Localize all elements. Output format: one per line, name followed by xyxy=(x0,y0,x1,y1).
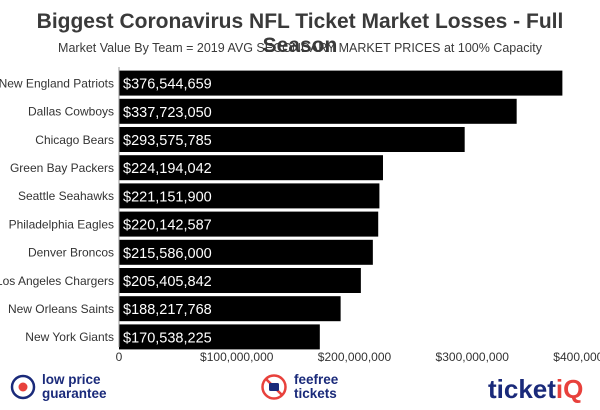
bar xyxy=(119,296,341,322)
x-tick-label: $100,000,000 xyxy=(200,350,274,364)
bar-value-label: $220,142,587 xyxy=(123,218,212,234)
x-tick-label: $400,000,000 xyxy=(553,350,600,364)
bar xyxy=(119,211,379,237)
bar-value-label: $188,217,768 xyxy=(123,302,212,318)
bar-chart: New England Patriots $376,544,659 Dallas C… xyxy=(0,67,600,364)
bar-value-label: $376,544,659 xyxy=(123,77,212,93)
bar-value-label: $337,723,050 xyxy=(123,105,212,121)
bar-value-label: $293,575,785 xyxy=(123,133,212,149)
ticketiq-logo-main: ticket xyxy=(488,374,556,404)
bar-value-label: $170,538,225 xyxy=(123,330,212,346)
category-label: New York Giants xyxy=(25,330,114,344)
x-tick-label: $300,000,000 xyxy=(436,350,510,364)
bar xyxy=(119,98,517,124)
x-tick-label: $200,000,000 xyxy=(318,350,392,364)
bar xyxy=(119,155,383,181)
ticketiq-logo-accent: iQ xyxy=(555,374,584,404)
ticketiq-logo[interactable]: ticketiQ xyxy=(488,374,583,405)
category-label: New Orleans Saints xyxy=(8,302,114,316)
bar-value-label: $221,151,900 xyxy=(123,189,212,205)
chart-title: Biggest Coronavirus NFL Ticket Market Lo… xyxy=(36,10,564,57)
bar xyxy=(119,183,380,209)
feefree-line1: feefree xyxy=(294,372,339,387)
low-price-line1: low price xyxy=(42,372,101,387)
bar xyxy=(119,127,465,152)
low-price-line2: guarantee xyxy=(42,386,107,401)
category-label: Philadelphia Eagles xyxy=(9,217,114,231)
bar xyxy=(119,268,361,293)
feefree-line2: tickets xyxy=(294,386,337,401)
bar xyxy=(119,239,373,265)
chart-subtitle: Market Value By Team = 2019 AVG SECONDAR… xyxy=(58,41,542,55)
footer: low price guarantee feefree tickets tick… xyxy=(0,368,600,410)
bar-value-label: $224,194,042 xyxy=(123,161,212,177)
category-label: Dallas Cowboys xyxy=(28,105,114,119)
bar xyxy=(119,324,320,350)
category-label: Green Bay Packers xyxy=(10,161,114,175)
x-tick-label: 0 xyxy=(116,350,123,364)
bar-value-label: $205,405,842 xyxy=(123,274,212,290)
bar xyxy=(119,70,563,96)
low-price-guarantee-badge[interactable]: low price guarantee xyxy=(10,372,107,402)
category-label: Los Angeles Chargers xyxy=(0,274,114,288)
category-label: Seattle Seahawks xyxy=(18,189,114,203)
category-label: New England Patriots xyxy=(0,76,114,90)
category-label: Chicago Bears xyxy=(35,133,114,147)
no-fees-icon xyxy=(261,374,287,400)
price-tag-icon xyxy=(10,374,36,400)
bar-value-label: $215,586,000 xyxy=(123,246,212,262)
category-label: Denver Broncos xyxy=(28,246,114,260)
feefree-tickets-badge[interactable]: feefree tickets xyxy=(260,372,338,402)
